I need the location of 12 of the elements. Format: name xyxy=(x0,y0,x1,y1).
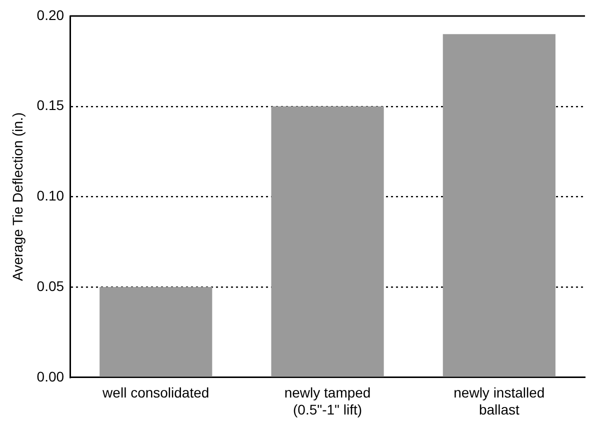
y-tick-label: 0.15 xyxy=(36,97,64,114)
bar xyxy=(100,287,212,377)
y-tick-label: 0.00 xyxy=(36,368,64,384)
y-tick-label: 0.20 xyxy=(36,6,64,23)
x-tick-label: newly tamped (0.5"-1" lift) xyxy=(284,384,371,418)
y-tick-label: 0.10 xyxy=(36,188,64,204)
y-axis-title: Average Tie Deflection (in.) xyxy=(9,112,26,282)
x-tick-label: well consolidated xyxy=(102,384,210,401)
y-tick-label: 0.05 xyxy=(36,278,64,294)
x-tick-label: newly installed ballast xyxy=(454,384,545,418)
bar xyxy=(442,34,556,377)
bar xyxy=(271,106,384,377)
